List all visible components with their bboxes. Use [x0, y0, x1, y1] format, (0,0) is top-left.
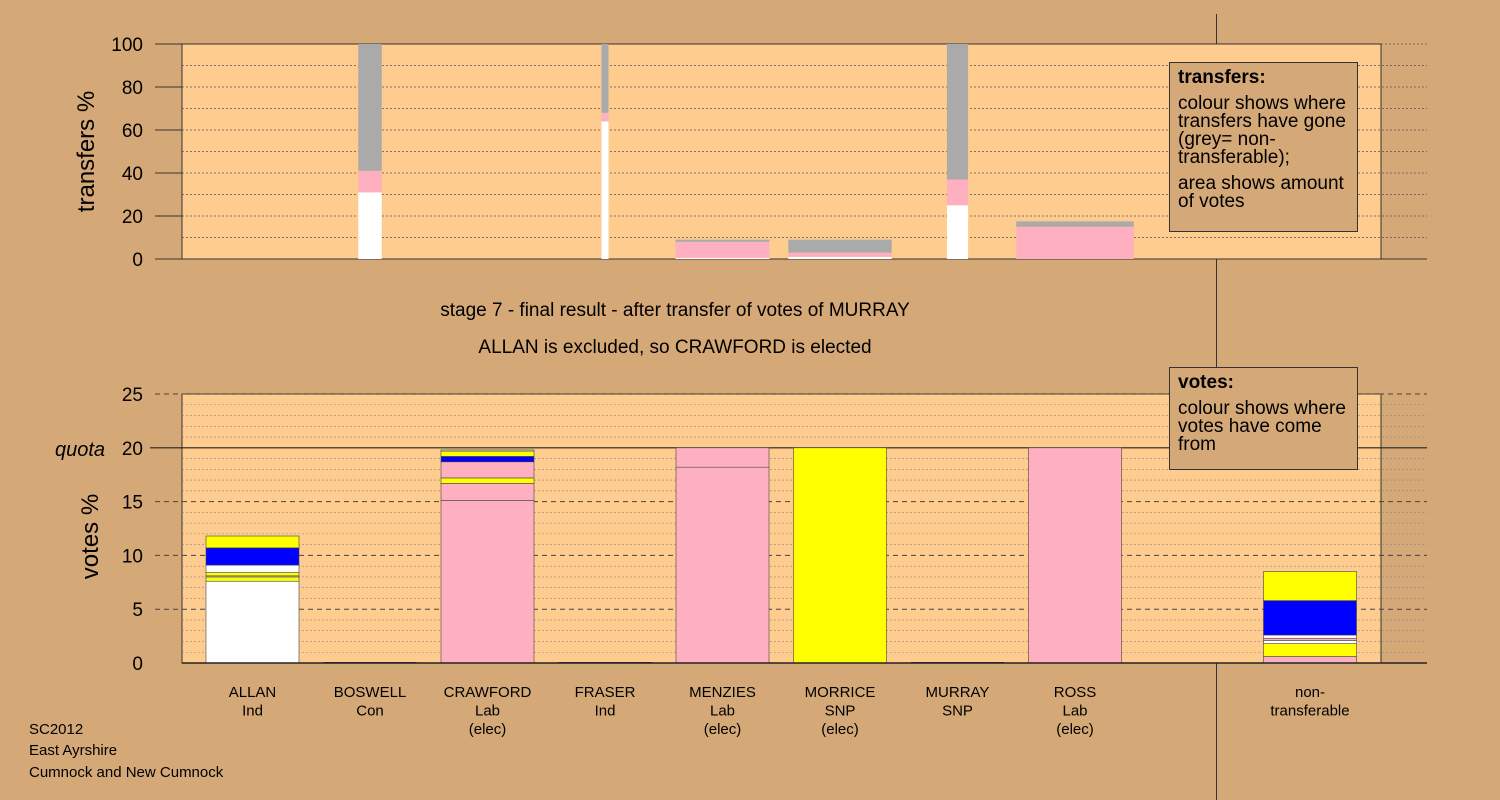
transfers-legend-text-2: area shows amount of votes — [1178, 173, 1344, 212]
vote-segment-menzies — [675, 447, 770, 468]
candidate-label: non- — [1295, 684, 1325, 701]
vote-segment-non-transferable — [1263, 600, 1357, 636]
candidate-label: FRASER — [575, 684, 636, 701]
candidate-label: Ind — [595, 703, 616, 720]
transfer-segment-morrice — [788, 239, 892, 253]
vote-segment-allan — [205, 535, 300, 549]
votes-tick-label: 5 — [132, 600, 143, 621]
transfer-segment-menzies — [675, 241, 770, 258]
transfer-segment-fraser — [601, 44, 609, 113]
transfers-tick-label: 0 — [132, 250, 143, 271]
result-title: ALLAN is excluded, so CRAWFORD is electe… — [478, 337, 872, 358]
vote-segment-crawford — [440, 500, 535, 664]
vote-segment-crawford — [440, 449, 535, 452]
candidate-label: ROSS — [1054, 684, 1097, 701]
vote-segment-non-transferable — [1263, 640, 1357, 644]
vote-segment-allan — [205, 576, 300, 582]
transfers-tick-label: 40 — [122, 164, 143, 185]
transfer-segment-ross — [1016, 221, 1134, 227]
transfers-tick-label: 100 — [111, 35, 143, 56]
transfer-segment-fraser — [601, 121, 609, 260]
candidate-label: SNP — [942, 703, 973, 720]
vote-segment-non-transferable — [1263, 656, 1357, 664]
transfers-legend-text-1: colour shows where transfers have gone (… — [1178, 93, 1346, 168]
candidate-label: Con — [356, 703, 384, 720]
vote-segment-allan — [205, 564, 300, 573]
transfer-segment-murray — [946, 205, 969, 259]
candidate-label: BOSWELL — [334, 684, 407, 701]
candidate-label: Ind — [242, 703, 263, 720]
votes-tick-label: 20 — [122, 439, 143, 460]
candidate-label: ALLAN — [229, 684, 277, 701]
votes-legend-title: votes: — [1178, 372, 1234, 393]
vote-segment-crawford — [440, 483, 535, 501]
votes-tick-label: 10 — [122, 546, 143, 567]
vote-segment-non-transferable — [1263, 643, 1357, 657]
votes-tick-label: 0 — [132, 654, 143, 675]
candidate-label: CRAWFORD — [444, 684, 532, 701]
transfers-tick-label: 20 — [122, 207, 143, 228]
vote-segment-non-transferable — [1263, 634, 1357, 639]
candidate-label: MORRICE — [805, 684, 876, 701]
candidate-label: (elec) — [704, 721, 742, 738]
candidate-label: (elec) — [1056, 721, 1094, 738]
vote-segment-allan — [205, 572, 300, 577]
vote-segment-crawford — [440, 461, 535, 479]
vote-segment-crawford — [440, 450, 535, 457]
transfer-segment-boswell — [358, 170, 382, 193]
transfer-segment-murray — [946, 179, 969, 206]
vote-segment-allan — [205, 547, 300, 566]
candidate-label: MENZIES — [689, 684, 756, 701]
candidate-label: SNP — [825, 703, 856, 720]
transfers-legend: transfers: colour shows where transfers … — [1169, 62, 1358, 232]
vote-segment-morrice — [793, 447, 887, 664]
transfer-segment-boswell — [358, 44, 382, 171]
votes-axis-label: votes % — [77, 494, 104, 579]
transfer-segment-boswell — [358, 192, 382, 259]
vote-segment-crawford — [440, 456, 535, 463]
votes-legend: votes: colour shows where votes have com… — [1169, 367, 1358, 470]
stage-title: stage 7 - final result - after transfer … — [440, 300, 910, 321]
transfers-tick-label: 60 — [122, 121, 143, 142]
transfer-segment-menzies — [675, 257, 770, 259]
transfers-tick-label: 80 — [122, 78, 143, 99]
candidate-label: MURRAY — [926, 684, 990, 701]
transfer-segment-menzies — [675, 239, 770, 242]
votes-tick-label: 25 — [122, 385, 143, 406]
vote-segment-ross — [1028, 447, 1122, 664]
transfer-segment-ross — [1016, 226, 1134, 259]
votes-tick-label: 15 — [122, 493, 143, 514]
footer-council: East Ayrshire — [29, 742, 118, 759]
vote-segment-crawford — [440, 477, 535, 484]
candidate-label: (elec) — [469, 721, 507, 738]
candidate-label: Lab — [475, 703, 500, 720]
footer-ward: Cumnock and New Cumnock — [29, 764, 224, 781]
candidate-label: (elec) — [821, 721, 859, 738]
quota-label: quota — [55, 439, 105, 461]
candidate-label: Lab — [1062, 703, 1087, 720]
transfer-segment-morrice — [788, 256, 892, 259]
transfer-segment-fraser — [601, 112, 609, 122]
vote-segment-non-transferable — [1263, 637, 1357, 641]
vote-segment-menzies — [675, 466, 770, 664]
transfers-axis-label: transfers % — [73, 91, 100, 212]
transfers-legend-title: transfers: — [1178, 67, 1266, 88]
transfer-segment-morrice — [788, 252, 892, 257]
vote-segment-non-transferable — [1263, 571, 1357, 601]
transfer-segment-murray — [946, 44, 969, 180]
votes-legend-text: colour shows where votes have come from — [1178, 398, 1346, 455]
candidate-label: transferable — [1270, 703, 1349, 720]
vote-segment-allan — [205, 580, 300, 664]
footer-election: SC2012 — [29, 721, 84, 738]
candidate-label: Lab — [710, 703, 735, 720]
